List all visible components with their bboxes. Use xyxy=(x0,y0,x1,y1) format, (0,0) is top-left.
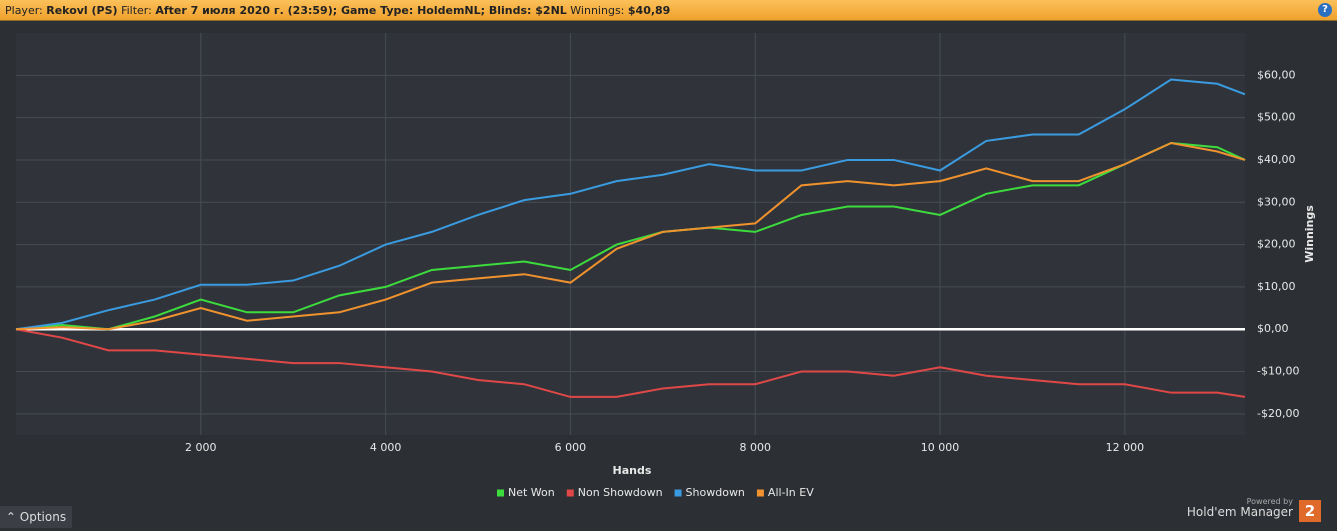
options-label: Options xyxy=(19,510,67,524)
legend-label: All-In EV xyxy=(768,486,814,499)
y-tick-label: $60,00 xyxy=(1257,68,1296,81)
y-tick-label: $40,00 xyxy=(1257,153,1296,166)
y-tick-label: $10,00 xyxy=(1257,280,1296,293)
y-tick-label: $0,00 xyxy=(1257,322,1289,335)
x-tick-label: 10 000 xyxy=(921,441,960,454)
powered-by: Powered by xyxy=(1246,497,1293,506)
y-tick-label: -$20,00 xyxy=(1257,407,1299,420)
y-axis-title: Winnings xyxy=(1303,205,1316,263)
x-tick-label: 2 000 xyxy=(185,441,217,454)
filter-bar: Player: Rekovl (PS) Filter: After 7 июля… xyxy=(0,0,1337,21)
legend-swatch xyxy=(756,489,764,497)
help-button[interactable]: ? xyxy=(1318,3,1332,17)
y-tick-label: $50,00 xyxy=(1257,111,1296,124)
label: Winnings: xyxy=(570,4,625,17)
label: Player: xyxy=(5,4,43,17)
chart: Hands Winnings -$20,00 -$10,00 $0,00 $10,00… xyxy=(15,33,1316,499)
series-line xyxy=(15,142,1246,331)
series-line xyxy=(15,78,1246,331)
y-tick-label: $20,00 xyxy=(1257,238,1296,251)
player: Rekovl (PS) xyxy=(46,4,118,17)
winnings: $40,89 xyxy=(627,4,671,17)
x-tick-label: 8 000 xyxy=(739,441,771,454)
x-tick-label: 6 000 xyxy=(555,441,587,454)
legend-swatch xyxy=(674,489,682,497)
legend-label: Net Won xyxy=(508,486,555,499)
x-tick-label: 4 000 xyxy=(370,441,402,454)
legend-swatch xyxy=(566,489,574,497)
series-line xyxy=(15,328,1246,398)
label: Filter: xyxy=(121,4,152,17)
series-line xyxy=(15,141,1246,331)
y-tick-label: -$10,00 xyxy=(1257,365,1299,378)
x-axis-title: Hands xyxy=(613,464,652,477)
legend-label: Non Showdown xyxy=(578,486,663,499)
logo: 2 xyxy=(1299,500,1321,522)
plot-area xyxy=(16,33,1245,435)
y-tick-label: $30,00 xyxy=(1257,195,1296,208)
x-tick-label: 12 000 xyxy=(1106,441,1145,454)
product-name: Hold'em Manager xyxy=(1186,505,1293,519)
options-button[interactable]: ⌃ Options xyxy=(0,506,72,528)
legend-label: Showdown xyxy=(686,486,745,499)
filter: After 7 июля 2020 г. (23:59); Game Type:… xyxy=(155,4,567,17)
legend-swatch xyxy=(497,489,504,497)
